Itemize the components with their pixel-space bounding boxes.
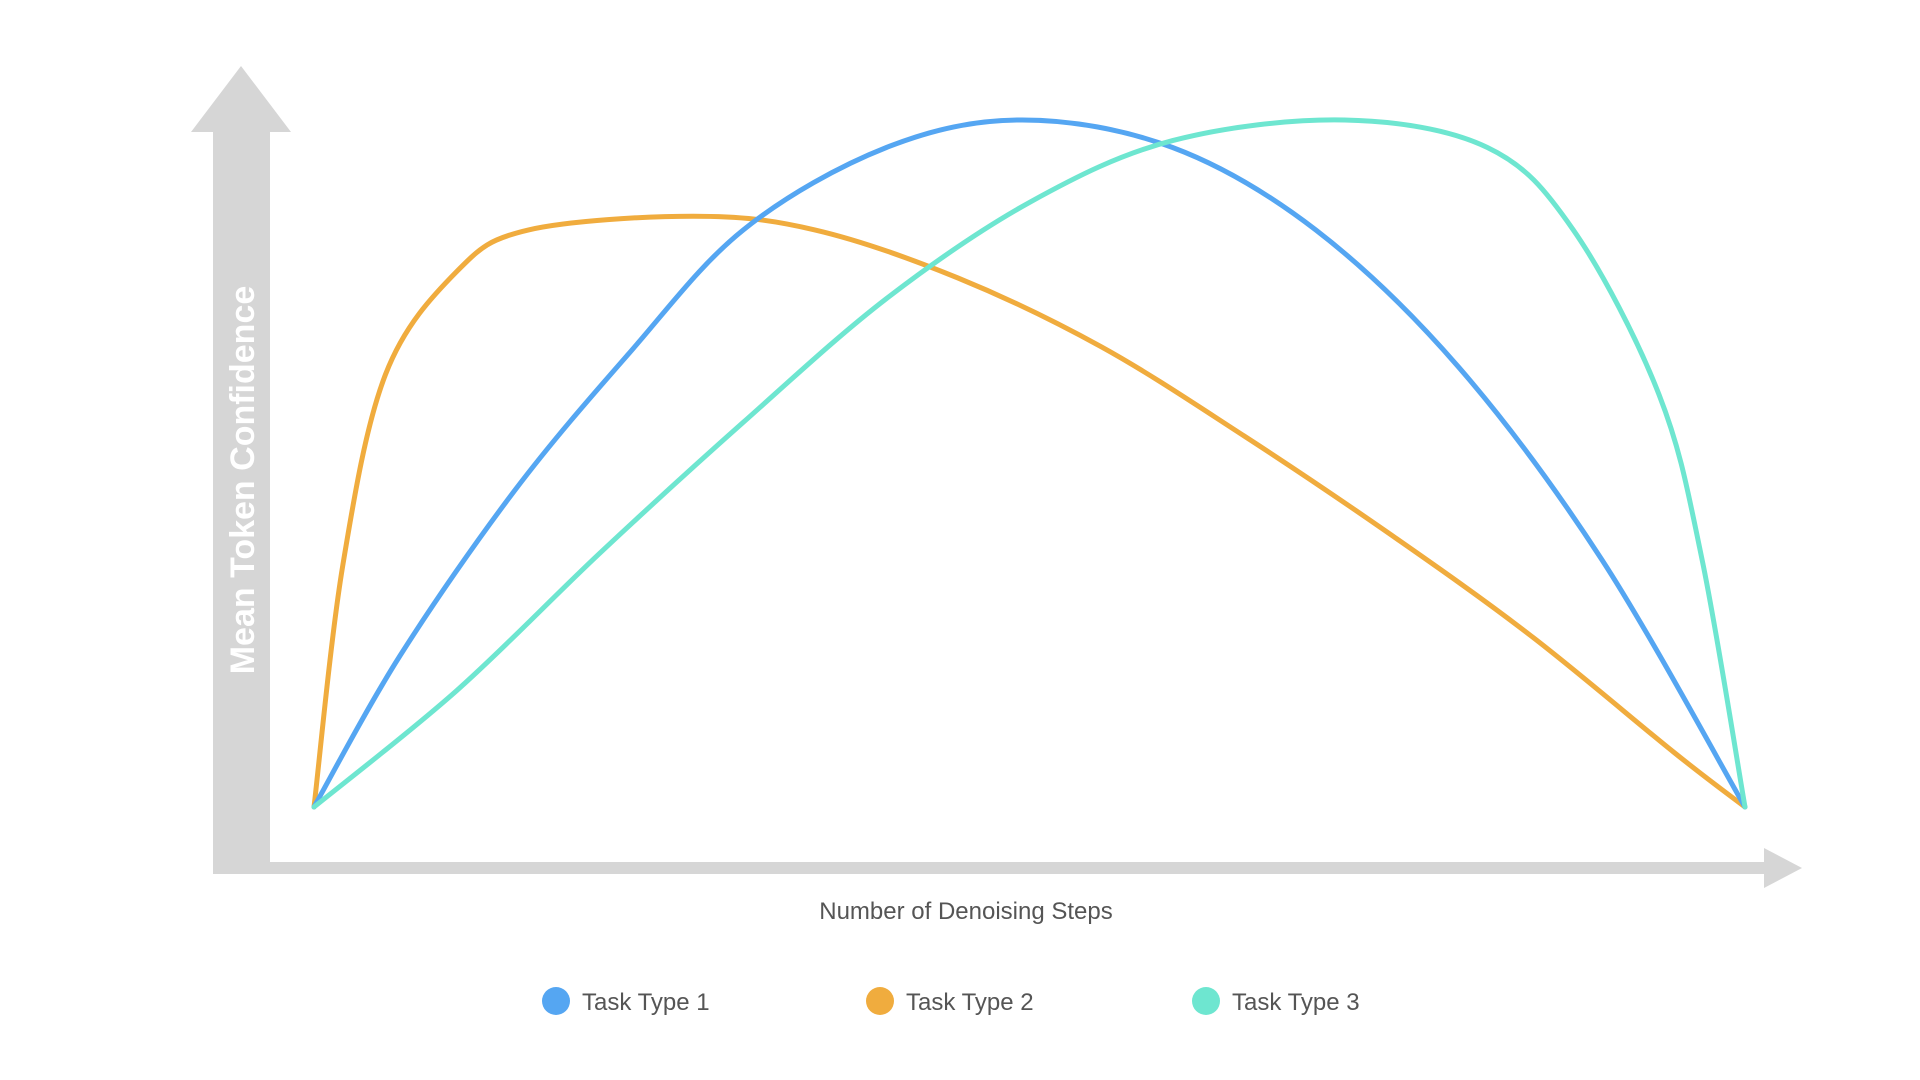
series-group bbox=[311, 117, 1748, 810]
series-line-task-type-2 bbox=[311, 213, 1748, 810]
legend: Task Type 1 Task Type 2 Task Type 3 bbox=[542, 987, 1360, 1016]
legend-marker-task-type-2 bbox=[866, 987, 894, 1015]
x-axis-label: Number of Denoising Steps bbox=[819, 898, 1112, 925]
y-axis-arrow bbox=[191, 66, 291, 868]
legend-marker-task-type-3 bbox=[1192, 987, 1220, 1015]
legend-label-task-type-1: Task Type 1 bbox=[582, 989, 710, 1016]
legend-marker-task-type-1 bbox=[542, 987, 570, 1015]
x-axis-arrow bbox=[213, 848, 1802, 888]
legend-label-task-type-3: Task Type 3 bbox=[1232, 989, 1360, 1016]
legend-label-task-type-2: Task Type 2 bbox=[906, 989, 1034, 1016]
y-axis-label: Mean Token Confidence bbox=[224, 286, 262, 675]
series-line-task-type-3 bbox=[311, 117, 1748, 810]
series-line-task-type-1 bbox=[311, 117, 1748, 810]
